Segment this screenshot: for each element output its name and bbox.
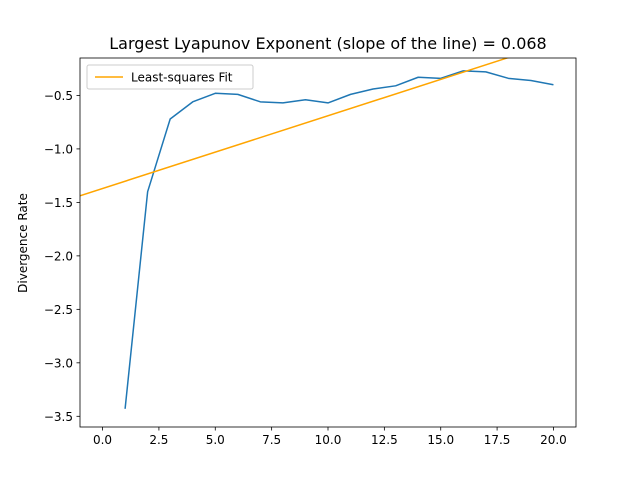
- legend-label: Least-squares Fit: [131, 71, 233, 85]
- legend: Least-squares Fit: [86, 64, 254, 90]
- x-tick-label: 2.5: [149, 433, 168, 447]
- fit-line: [80, 58, 510, 197]
- x-tick-label: 10.0: [315, 433, 342, 447]
- series-layer: [80, 58, 554, 409]
- y-tick-label: −2.5: [44, 303, 73, 317]
- x-tick-label: 20.0: [540, 433, 567, 447]
- y-tick-label: −1.5: [44, 196, 73, 210]
- legend-box: [86, 64, 254, 90]
- axes-layer: 0.0 2.5 5.0 7.5 10.0 12.5 15.0 17.5 20.0 −3.5 −3.0…: [44, 57, 577, 447]
- y-tick-label: −3.0: [44, 356, 73, 370]
- y-tick-label: −1.0: [44, 142, 73, 156]
- data-line: [124, 70, 554, 409]
- y-tick-label: −2.0: [44, 249, 73, 263]
- y-tick-label: −0.5: [44, 89, 73, 103]
- y-tick-label: −3.5: [44, 410, 73, 424]
- x-tick-label: 15.0: [427, 433, 454, 447]
- x-tick-label: 12.5: [371, 433, 398, 447]
- x-tick-label: 5.0: [206, 433, 225, 447]
- x-tick-label: 17.5: [484, 433, 511, 447]
- y-axis-label: Divergence Rate: [16, 193, 30, 293]
- x-tick-label: 0.0: [93, 433, 112, 447]
- x-tick-label: 7.5: [262, 433, 281, 447]
- chart-title: Largest Lyapunov Exponent (slope of the …: [109, 34, 546, 53]
